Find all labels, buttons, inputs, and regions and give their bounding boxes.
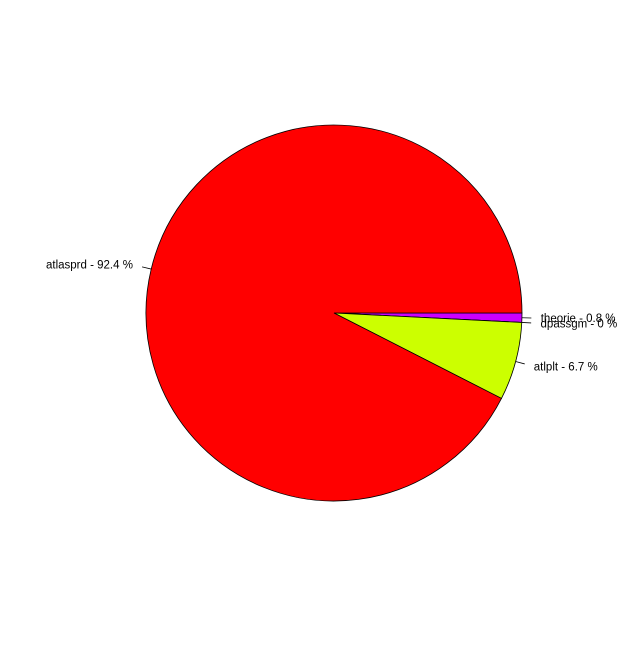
pie-slice-3 xyxy=(146,125,522,501)
pie-leader-2 xyxy=(516,362,525,364)
pie-label-1: dpassgm - 0 % xyxy=(541,318,618,330)
pie-label-2: atlplt - 6.7 % xyxy=(534,361,598,373)
pie-leader-3 xyxy=(142,267,151,269)
pie-label-3: atlasprd - 92.4 % xyxy=(46,260,133,272)
